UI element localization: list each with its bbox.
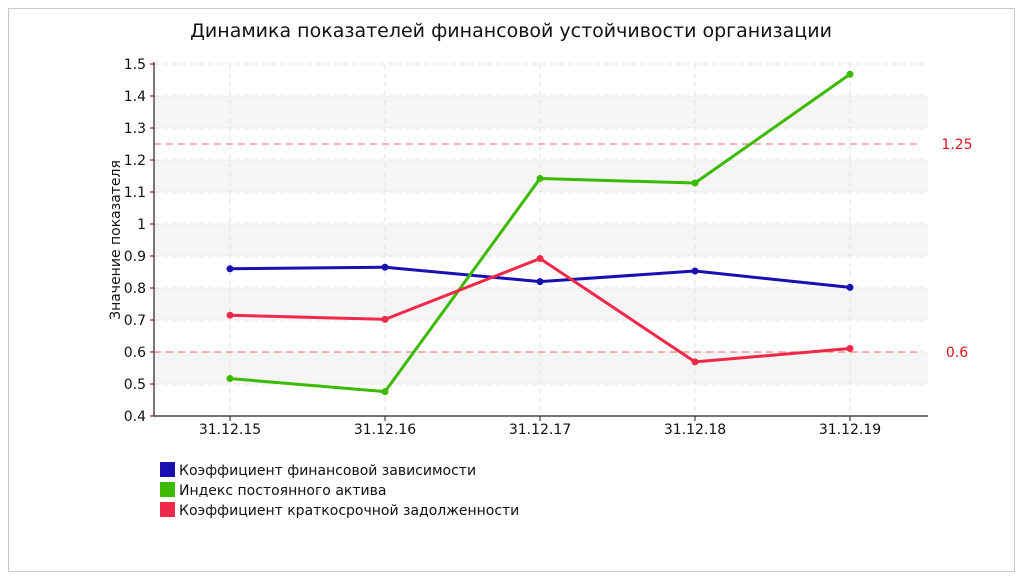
data-point bbox=[691, 179, 699, 187]
legend-swatch bbox=[160, 482, 175, 497]
x-tick-label: 31.12.18 bbox=[664, 422, 726, 438]
y-tick-accent bbox=[152, 318, 156, 322]
plot-band bbox=[154, 96, 928, 128]
y-tick-label: 1.1 bbox=[124, 185, 146, 201]
y-axis-ticks: 0.4 0.5 0.6 0.7 0.8 0.9 1 1.1 1.2 1.3 1.4 1.5 bbox=[124, 57, 156, 425]
y-tick-accent bbox=[152, 126, 156, 130]
y-tick-label: 0.7 bbox=[124, 313, 146, 329]
data-point bbox=[536, 278, 544, 286]
x-tick-label: 31.12.19 bbox=[819, 422, 881, 438]
chart-title: Динамика показателей финансовой устойчив… bbox=[190, 20, 832, 42]
data-point bbox=[381, 315, 389, 323]
y-tick-accent bbox=[152, 94, 156, 98]
legend-swatch bbox=[160, 502, 175, 517]
y-tick-accent bbox=[152, 158, 156, 162]
plot-bands bbox=[154, 96, 928, 384]
y-tick-label: 1.2 bbox=[124, 153, 146, 169]
y-tick-accent bbox=[152, 190, 156, 194]
y-tick-accent bbox=[152, 414, 156, 418]
data-point bbox=[381, 263, 389, 271]
plot-band bbox=[154, 352, 928, 384]
data-point bbox=[846, 283, 854, 291]
y-tick-accent bbox=[152, 350, 156, 354]
y-tick-label: 0.6 bbox=[124, 345, 146, 361]
legend-label: Индекс постоянного актива bbox=[179, 483, 386, 499]
series-1 bbox=[226, 263, 854, 291]
axes bbox=[153, 62, 928, 417]
data-point bbox=[691, 267, 699, 275]
x-tick-label: 31.12.15 bbox=[199, 422, 261, 438]
y-tick-label: 1.5 bbox=[124, 57, 146, 73]
x-tick-label: 31.12.17 bbox=[509, 422, 571, 438]
series-2 bbox=[226, 70, 854, 396]
data-series bbox=[226, 70, 854, 396]
data-point bbox=[226, 265, 234, 273]
y-tick-accent bbox=[152, 62, 156, 66]
y-tick-label: 1 bbox=[137, 217, 146, 233]
plot-band bbox=[154, 224, 928, 256]
y-tick-accent bbox=[152, 254, 156, 258]
data-point bbox=[846, 344, 854, 352]
threshold-label: 1.25 bbox=[941, 137, 972, 153]
y-tick-accent bbox=[152, 382, 156, 386]
y-tick-accent bbox=[152, 286, 156, 290]
data-point bbox=[381, 388, 389, 396]
data-point bbox=[846, 70, 854, 78]
x-tick-label: 31.12.16 bbox=[354, 422, 416, 438]
legend-swatch bbox=[160, 462, 175, 477]
y-tick-label: 0.4 bbox=[124, 409, 146, 425]
y-tick-label: 0.9 bbox=[124, 249, 146, 265]
series-3 bbox=[226, 255, 854, 366]
data-point bbox=[226, 311, 234, 319]
x-axis-ticks: 31.12.15 31.12.16 31.12.17 31.12.18 31.12.19 bbox=[199, 416, 881, 438]
y-tick-accent bbox=[152, 222, 156, 226]
legend-label: Коэффициент краткосрочной задолженности bbox=[179, 503, 519, 519]
y-tick-label: 1.4 bbox=[124, 89, 146, 105]
y-axis-label: Значение показателя bbox=[108, 160, 124, 320]
y-tick-label: 1.3 bbox=[124, 121, 146, 137]
data-point bbox=[536, 175, 544, 183]
plot-band bbox=[154, 288, 928, 320]
y-tick-label: 0.5 bbox=[124, 377, 146, 393]
legend: Коэффициент финансовой зависимости Индекс… bbox=[160, 462, 519, 519]
data-point bbox=[226, 375, 234, 383]
legend-label: Коэффициент финансовой зависимости bbox=[179, 463, 476, 479]
y-tick-label: 0.8 bbox=[124, 281, 146, 297]
data-point bbox=[691, 358, 699, 366]
threshold-label: 0.6 bbox=[946, 345, 968, 361]
data-point bbox=[536, 255, 544, 263]
